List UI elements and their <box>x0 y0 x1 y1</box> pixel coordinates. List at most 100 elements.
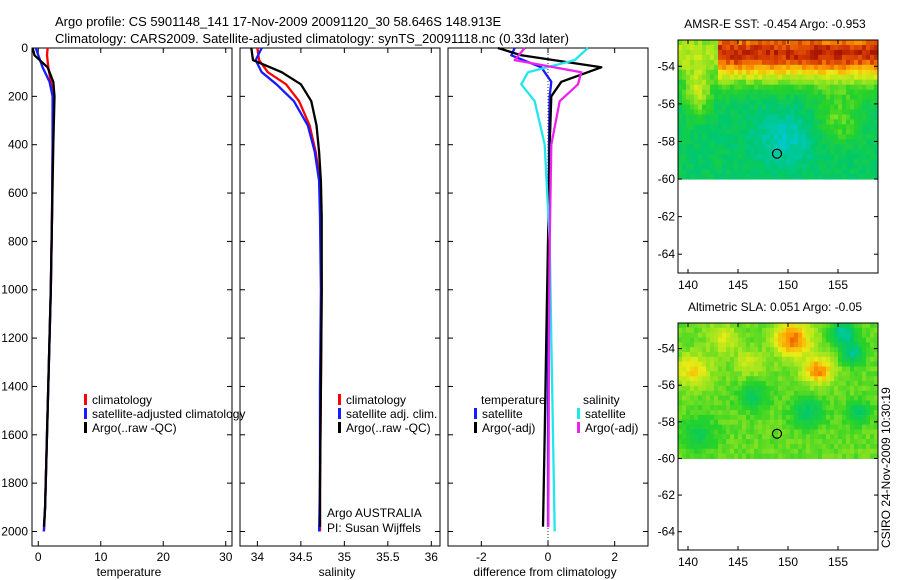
sla-map-heatmap-cell <box>770 332 775 339</box>
sst-map-heatmap-cell <box>714 79 719 86</box>
sla-map-heatmap-cell <box>690 434 695 440</box>
sst-map-heatmap-cell <box>830 44 835 51</box>
sst-map-heatmap-cell <box>782 54 787 61</box>
sla-map-heatmap-cell <box>846 366 851 372</box>
sst-map-heatmap-cell <box>702 104 707 111</box>
sst-map-heatmap-cell <box>758 84 763 91</box>
sla-map-heatmap-cell <box>838 414 843 421</box>
sla-map-heatmap-cell <box>754 429 759 435</box>
sst-map-heatmap-cell <box>770 104 775 111</box>
sla-map-heatmap-cell <box>838 419 843 426</box>
sla-map-heatmap-cell <box>710 347 715 353</box>
sst-map-heatmap-cell <box>678 139 683 145</box>
sla-map-heatmap-cell <box>702 434 707 440</box>
sst-map-heatmap-cell <box>826 124 831 130</box>
sla-map-heatmap-cell <box>802 410 807 416</box>
sst-map-heatmap-cell <box>678 94 683 101</box>
sst-map-heatmap-cell <box>802 154 807 160</box>
sla-map-heatmap-cell <box>754 342 759 348</box>
sst-map-heatmap-cell <box>738 84 743 91</box>
sla-map-heatmap-cell <box>830 327 835 334</box>
sst-map-heatmap-cell <box>734 109 739 115</box>
salinity-axes-frame <box>239 47 441 547</box>
sst-map-heatmap-cell <box>794 124 799 130</box>
sst-map-heatmap-cell <box>834 164 839 170</box>
sla-map-heatmap-cell <box>790 361 795 368</box>
sla-map-heatmap-cell <box>774 323 779 329</box>
sst-map-heatmap-cell <box>830 84 835 91</box>
sst-map-heatmap-cell <box>862 44 867 51</box>
sst-map-heatmap-cell <box>854 109 859 115</box>
sla-map-heatmap-cell <box>874 453 879 459</box>
sst-map-heatmap-cell <box>686 79 691 86</box>
sst-map-heatmap-cell <box>870 174 875 180</box>
sla-map-heatmap-cell <box>782 429 787 435</box>
sst-map-heatmap-cell <box>682 164 687 170</box>
sla-map-heatmap-cell <box>834 400 839 406</box>
sst-map-heatmap-cell <box>866 134 871 140</box>
sla-map-heatmap-cell <box>858 332 863 339</box>
sst-map-heatmap-cell <box>834 119 839 125</box>
sst-map-heatmap-cell <box>718 59 723 66</box>
difference-legend-label: satellite <box>482 407 523 421</box>
sla-map-heatmap-cell <box>718 347 723 353</box>
sla-map-heatmap-cell <box>750 361 755 368</box>
sla-map-heatmap-cell <box>682 361 687 368</box>
sst-map-heatmap-cell <box>682 84 687 91</box>
sst-map-heatmap-cell <box>846 124 851 130</box>
sst-map-heatmap-cell <box>822 59 827 66</box>
sla-map-heatmap-cell <box>786 443 791 450</box>
sla-map-heatmap-cell <box>814 385 819 392</box>
sla-map-heatmap-cell <box>742 361 747 368</box>
sla-map-heatmap-cell <box>810 405 815 411</box>
sst-map-heatmap-cell <box>850 94 855 101</box>
sla-map-heatmap-cell <box>742 400 747 406</box>
sla-map-heatmap-cell <box>806 381 811 387</box>
sst-map-heatmap-cell <box>778 129 783 135</box>
sla-map-heatmap-cell <box>842 332 847 339</box>
sst-map-heatmap-cell <box>678 84 683 91</box>
sla-map-heatmap-cell <box>790 376 795 382</box>
sst-map-heatmap-cell <box>866 129 871 135</box>
sst-map-heatmap-cell <box>722 129 727 135</box>
sla-map-heatmap-cell <box>810 410 815 416</box>
sla-map-heatmap-cell <box>862 356 867 363</box>
sst-map-heatmap-cell <box>694 54 699 61</box>
sst-map-heatmap-cell <box>754 134 759 140</box>
sla-map-heatmap-cell <box>790 405 795 411</box>
sla-map-heatmap-cell <box>686 381 691 387</box>
sst-map-heatmap-cell <box>846 94 851 101</box>
sst-map-heatmap-cell <box>846 54 851 61</box>
sla-map-heatmap-cell <box>790 443 795 450</box>
sla-map-heatmap-cell <box>830 434 835 440</box>
sst-map-heatmap-cell <box>706 154 711 160</box>
sst-map-heatmap-cell <box>758 44 763 51</box>
sla-map-heatmap-cell <box>682 347 687 353</box>
sst-map-heatmap-cell <box>874 54 879 61</box>
sst-map-heatmap-cell <box>754 40 759 46</box>
sla-map-heatmap-cell <box>694 337 699 343</box>
sla-map-heatmap-cell <box>870 439 875 445</box>
sla-map-heatmap-cell <box>794 337 799 343</box>
sla-map-heatmap-cell <box>722 400 727 406</box>
sla-map-heatmap-cell <box>814 352 819 358</box>
sst-map-heatmap-cell <box>850 149 855 155</box>
sst-map-heatmap-cell <box>758 119 763 125</box>
sla-map-heatmap-cell <box>806 327 811 334</box>
sla-map-heatmap-cell <box>866 356 871 363</box>
sst-map-heatmap-cell <box>686 44 691 51</box>
sla-map-heatmap-cell <box>818 395 823 401</box>
sla-map-heatmap-cell <box>874 361 879 368</box>
sla-map-heatmap-cell <box>842 453 847 459</box>
sst-map-heatmap-cell <box>758 54 763 61</box>
sla-map-heatmap-cell <box>810 443 815 450</box>
sst-map-heatmap-cell <box>786 69 791 76</box>
sst-map-heatmap-cell <box>814 164 819 170</box>
sst-map-heatmap-cell <box>874 89 879 96</box>
sla-map-heatmap-cell <box>810 400 815 406</box>
sst-map-heatmap-cell <box>722 124 727 130</box>
sst-map-heatmap-cell <box>858 139 863 145</box>
sla-map-heatmap-cell <box>722 337 727 343</box>
sla-map-heatmap-cell <box>750 323 755 329</box>
sst-map-heatmap-cell <box>686 129 691 135</box>
